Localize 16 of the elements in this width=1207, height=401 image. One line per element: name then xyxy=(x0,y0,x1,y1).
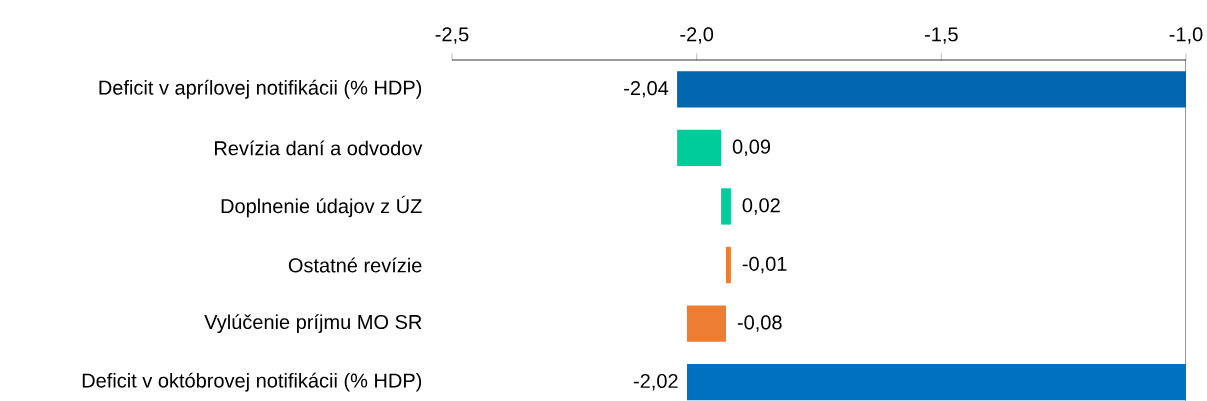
data-label: -0,01 xyxy=(742,256,787,274)
x-tick-label: -1,5 xyxy=(924,27,958,44)
y-tick-label: Vylúčenie príjmu MO SR xyxy=(204,314,422,334)
x-tick-label: -2,0 xyxy=(680,27,714,44)
y-tick-label: Ostatné revízie xyxy=(288,257,422,273)
y-tick-label: Revízia daní a odvodov xyxy=(215,140,423,156)
data-label: 0,09 xyxy=(732,139,771,157)
y-tick-label: Doplnenie údajov z ÚZ xyxy=(221,195,422,218)
data-label: -2,04 xyxy=(624,81,669,98)
data-label: 0,02 xyxy=(742,198,780,215)
data-label: -2,02 xyxy=(633,373,678,391)
y-tick-label: Deficit v aprílovej notifikácii (% HDP) xyxy=(99,79,422,99)
data-label: -0,08 xyxy=(737,315,782,332)
x-tick-label: -1,0 xyxy=(1169,27,1203,44)
y-tick-label: Deficit v októbrovej notifikácii (% HDP) xyxy=(82,372,422,392)
x-tick-label: -2,5 xyxy=(435,27,469,44)
